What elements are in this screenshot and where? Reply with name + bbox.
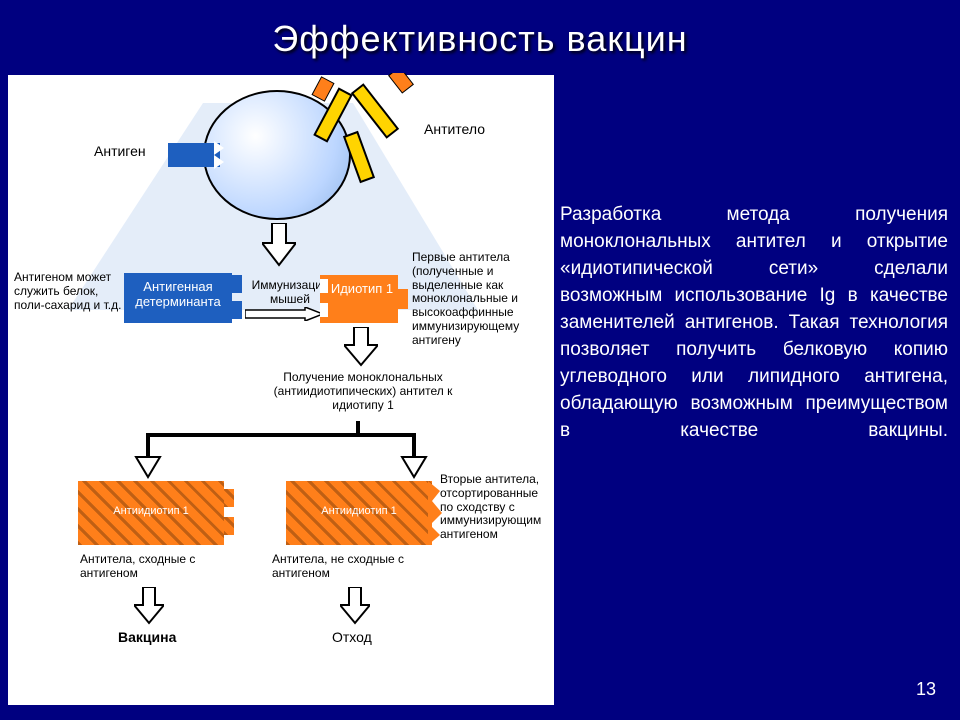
body-text: Разработка метода получения моноклональн… (560, 202, 948, 445)
label-antiidiotype-right: Антиидиотип 1 (286, 505, 432, 517)
label-waste: Отход (332, 629, 372, 645)
block-determinant: Антигенная детерминанта (124, 273, 232, 323)
arrow-to-vaccine (134, 587, 164, 625)
label-get-monoclonal: Получение моноклональных (антиидиотипиче… (248, 371, 478, 412)
label-similar: Антитела, сходные с антигеном (80, 553, 220, 581)
branch-arrows (118, 417, 450, 481)
label-antigen-desc: Антигеном может служить белок, поли-саха… (14, 271, 122, 312)
arrow-idiotype-down (344, 327, 378, 367)
left-block-tab1 (224, 489, 234, 507)
antigen-notch-cell (214, 141, 228, 169)
diagram: Антиген Антитело Антигеном может служить… (8, 75, 554, 705)
label-second-antibodies: Вторые антитела, отсортированные по сход… (440, 473, 552, 542)
label-idiotype1: Идиотип 1 (331, 281, 393, 296)
label-vaccine: Вакцина (118, 629, 176, 645)
slide-title: Эффективность вакцин (0, 0, 960, 60)
label-not-similar: Антитела, не сходные с антигеном (272, 553, 428, 581)
block-idiotype1: Идиотип 1 (326, 275, 398, 323)
antigen-on-cell (168, 143, 220, 167)
arrow-to-waste (340, 587, 370, 625)
block-antiidiotype-right: Антиидиотип 1 (286, 481, 432, 545)
idiotype-tab-right (398, 289, 408, 309)
label-determinant: Антигенная детерминанта (135, 279, 220, 309)
idiotype-notch (320, 275, 330, 323)
label-antigen: Антиген (94, 143, 146, 159)
page-number: 13 (916, 679, 936, 700)
label-antibody: Антитело (424, 121, 485, 137)
label-antiidiotype-left: Антиидиотип 1 (78, 505, 224, 517)
left-block-tab2 (224, 517, 234, 535)
label-first-antibodies: Первые антитела (полученные и выделенные… (412, 251, 548, 348)
block-antiidiotype-left: Антиидиотип 1 (78, 481, 224, 545)
determinant-tab1 (232, 275, 242, 293)
determinant-tab2 (232, 301, 242, 319)
arrow-cell-down (262, 223, 296, 267)
arrow-immunize (245, 307, 323, 321)
antibody-y-icon (308, 73, 428, 193)
